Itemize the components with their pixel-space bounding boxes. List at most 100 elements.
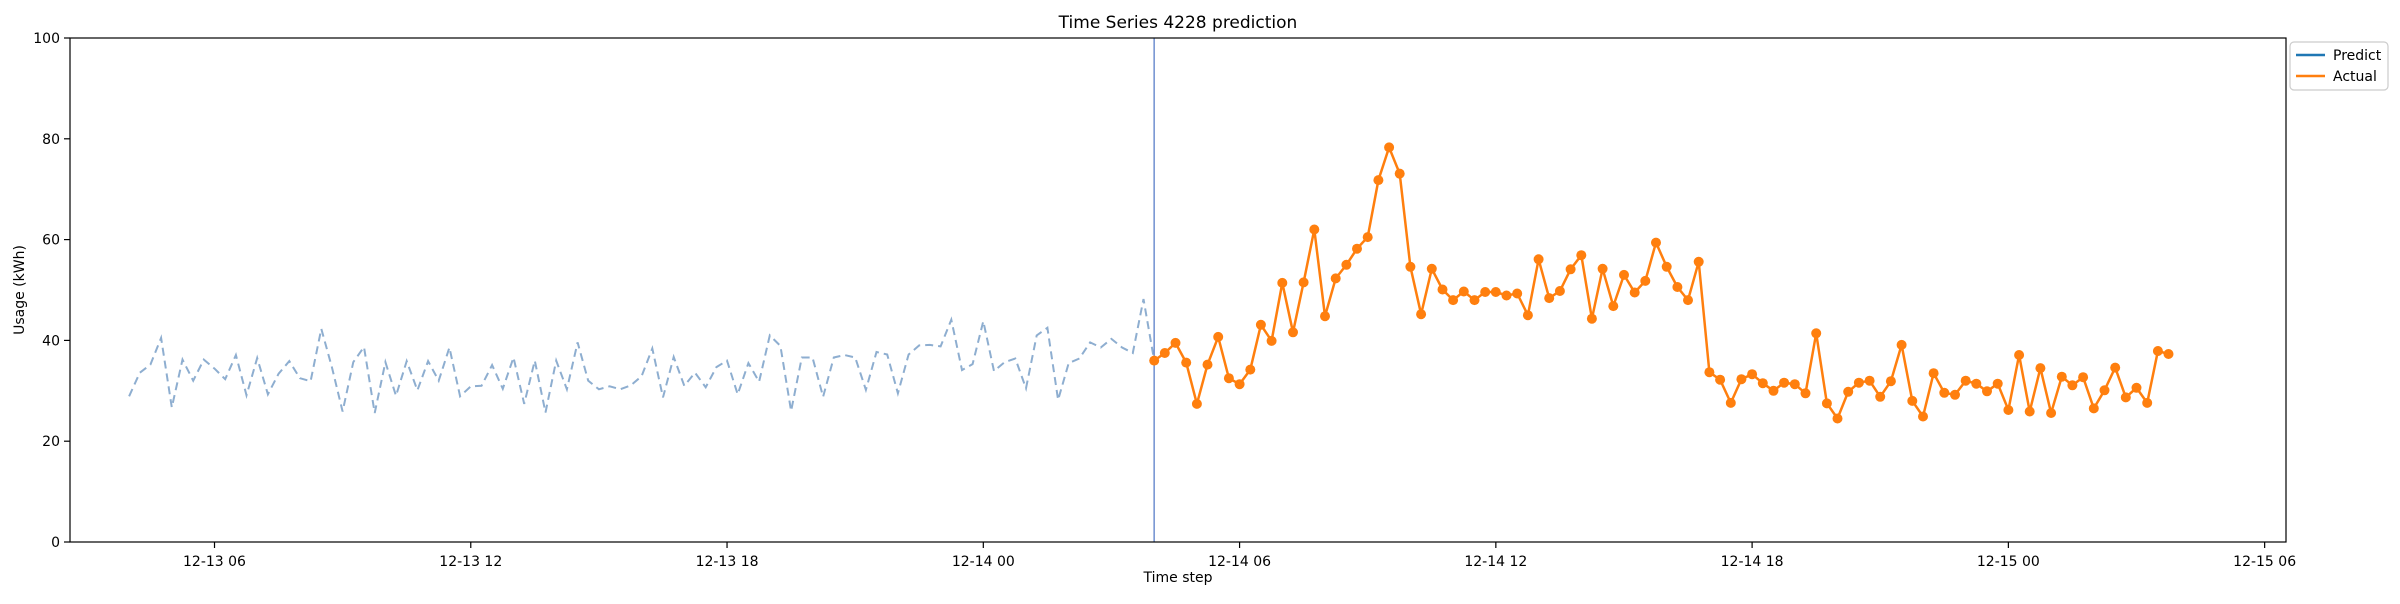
actual-data-point bbox=[1960, 375, 1971, 386]
actual-data-point bbox=[1608, 301, 1619, 312]
actual-data-point bbox=[1640, 275, 1651, 286]
actual-data-point bbox=[1213, 331, 1224, 342]
x-tick-label: 12-13 12 bbox=[439, 554, 502, 570]
actual-data-point bbox=[1832, 413, 1843, 424]
actual-data-point bbox=[1821, 398, 1832, 409]
y-axis: 0 20 40 60 80 100 bbox=[33, 31, 70, 551]
actual-data-point bbox=[1672, 282, 1683, 292]
actual-data-point bbox=[2120, 392, 2131, 403]
x-tick-label: 12-13 06 bbox=[183, 554, 246, 570]
actual-data-point bbox=[1789, 379, 1800, 390]
actual-data-point bbox=[1298, 277, 1309, 288]
y-tick-label: 100 bbox=[33, 31, 60, 47]
actual-data-point bbox=[1320, 311, 1330, 322]
actual-data-point bbox=[1864, 375, 1875, 386]
x-tick-label: 12-13 18 bbox=[696, 554, 759, 570]
actual-data-point bbox=[2078, 372, 2089, 383]
actual-data-point bbox=[2152, 346, 2163, 356]
actual-data-point bbox=[1950, 389, 1960, 400]
actual-data-point bbox=[1458, 286, 1469, 297]
legend: Predict Actual bbox=[2289, 41, 2389, 91]
x-tick-label: 12-14 18 bbox=[1721, 554, 1784, 570]
actual-data-point bbox=[1576, 250, 1587, 261]
actual-data-point bbox=[1982, 386, 1992, 397]
y-tick-label: 0 bbox=[51, 535, 60, 551]
x-tick-label: 12-15 06 bbox=[2233, 554, 2296, 570]
actual-data-point bbox=[1768, 385, 1779, 396]
actual-data-point bbox=[1992, 378, 2003, 389]
actual-data-point bbox=[1277, 277, 1288, 288]
actual-data-point bbox=[2003, 405, 2014, 415]
x-tick-label: 12-14 06 bbox=[1208, 554, 1271, 570]
actual-data-point bbox=[1234, 379, 1245, 390]
actual-series-points bbox=[1149, 142, 2174, 424]
actual-data-point bbox=[1693, 256, 1704, 267]
actual-data-point bbox=[1309, 224, 1320, 235]
actual-data-point bbox=[1245, 364, 1256, 375]
chart-title: Time Series 4228 prediction bbox=[1058, 13, 1298, 33]
actual-data-point bbox=[1907, 395, 1918, 406]
actual-data-point bbox=[2056, 371, 2067, 382]
actual-data-point bbox=[1715, 374, 1726, 385]
actual-data-point bbox=[1779, 377, 1790, 388]
actual-data-point bbox=[2142, 397, 2153, 408]
actual-data-point bbox=[1501, 290, 1512, 301]
x-axis-label: Time step bbox=[1143, 570, 1213, 586]
actual-data-point bbox=[1885, 376, 1896, 387]
actual-data-point bbox=[1683, 295, 1693, 306]
actual-data-point bbox=[2163, 349, 2174, 359]
actual-data-point bbox=[1341, 259, 1352, 270]
actual-data-point bbox=[1597, 263, 1608, 274]
actual-data-point bbox=[1704, 367, 1715, 378]
actual-data-point bbox=[1512, 288, 1523, 299]
actual-data-point bbox=[1266, 335, 1277, 346]
actual-data-point bbox=[2014, 350, 2025, 360]
actual-data-point bbox=[1736, 374, 1747, 385]
actual-data-point bbox=[1223, 373, 1234, 384]
y-tick-label: 60 bbox=[42, 233, 60, 249]
legend-label-actual: Actual bbox=[2333, 69, 2377, 85]
actual-data-point bbox=[2110, 362, 2121, 373]
x-tick-label: 12-15 00 bbox=[1977, 554, 2040, 570]
x-tick-label: 12-14 00 bbox=[952, 554, 1015, 570]
actual-data-point bbox=[1565, 264, 1576, 275]
actual-data-point bbox=[1875, 391, 1886, 402]
actual-data-point bbox=[1651, 237, 1661, 248]
legend-label-predict: Predict bbox=[2333, 48, 2382, 64]
y-tick-label: 80 bbox=[42, 132, 60, 148]
actual-data-point bbox=[1426, 263, 1437, 274]
actual-data-point bbox=[1202, 359, 1213, 370]
y-axis-label: Usage (kWh) bbox=[12, 245, 28, 335]
actual-data-point bbox=[1373, 175, 1384, 186]
actual-data-point bbox=[1288, 327, 1298, 338]
actual-data-point bbox=[1928, 368, 1939, 379]
actual-data-point bbox=[1181, 357, 1192, 368]
actual-data-point bbox=[1159, 348, 1170, 358]
actual-data-point bbox=[2131, 382, 2142, 393]
x-axis: 12-13 06 12-13 12 12-13 18 12-14 00 12-14 06… bbox=[183, 542, 2296, 570]
actual-data-point bbox=[1170, 337, 1181, 348]
actual-data-point bbox=[2099, 385, 2110, 396]
actual-data-point bbox=[1533, 254, 1544, 265]
actual-data-point bbox=[1725, 397, 1736, 408]
actual-data-point bbox=[1480, 287, 1491, 297]
actual-data-point bbox=[1191, 398, 1202, 409]
y-tick-label: 20 bbox=[42, 434, 60, 450]
actual-data-point bbox=[1971, 378, 1982, 389]
actual-data-point bbox=[1448, 295, 1459, 306]
actual-data-point bbox=[1747, 369, 1758, 380]
y-tick-label: 40 bbox=[42, 333, 60, 349]
actual-data-point bbox=[1490, 287, 1501, 297]
actual-data-point bbox=[1800, 388, 1811, 399]
actual-data-point bbox=[2024, 406, 2035, 417]
actual-data-point bbox=[1469, 295, 1480, 306]
actual-data-point bbox=[1416, 309, 1427, 320]
actual-data-point bbox=[1405, 261, 1416, 272]
actual-data-point bbox=[1811, 328, 1822, 339]
plot-frame bbox=[69, 37, 2287, 543]
actual-data-point bbox=[1544, 293, 1555, 304]
actual-data-point bbox=[1149, 355, 1160, 366]
actual-data-point bbox=[1661, 261, 1672, 272]
